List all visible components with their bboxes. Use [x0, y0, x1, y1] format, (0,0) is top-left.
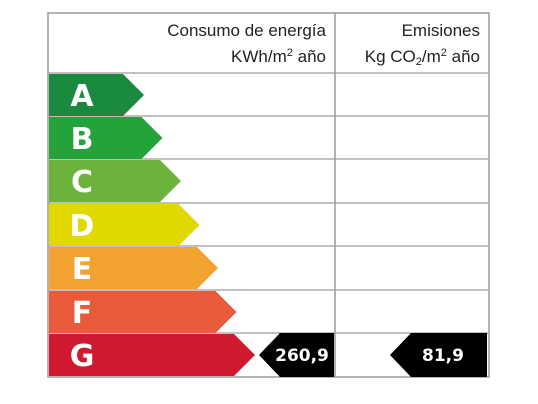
- energy-value: 260,9: [275, 346, 329, 366]
- rating-arrow-d: [49, 204, 200, 246]
- energy-pointer-shape: [259, 333, 334, 377]
- energy-header-title: Consumo de energía: [167, 21, 326, 40]
- rating-letter-c: C: [71, 165, 93, 200]
- emissions-header-title: Emisiones: [401, 21, 480, 40]
- emissions-value-pointer: 81,9: [390, 333, 487, 377]
- rating-arrow-f: [49, 291, 237, 333]
- emissions-value: 81,9: [422, 346, 464, 366]
- rating-arrow-b: [49, 117, 163, 159]
- energy-value-pointer: 260,9: [259, 333, 334, 377]
- table-border: [47, 12, 490, 378]
- emissions-header-unit: Kg CO2/m2 año: [364, 47, 480, 68]
- rating-arrow-c: [49, 160, 181, 202]
- rating-arrow-a: [49, 74, 144, 116]
- rating-letter-e: E: [72, 252, 93, 287]
- rating-letter-g: G: [70, 339, 95, 374]
- rating-arrow-g: [49, 334, 255, 376]
- emissions-header: Emisiones Kg CO2/m2 año: [338, 20, 480, 73]
- rating-letter-b: B: [71, 122, 94, 157]
- rating-arrow-e: [49, 247, 218, 289]
- energy-header-unit: KWh/m2 año: [231, 47, 326, 66]
- rating-letter-d: D: [70, 209, 95, 244]
- rating-letter-f: F: [72, 296, 93, 331]
- energy-header: Consumo de energía KWh/m2 año: [60, 20, 326, 68]
- emissions-pointer-shape: [390, 333, 487, 377]
- rating-letter-a: A: [70, 79, 94, 114]
